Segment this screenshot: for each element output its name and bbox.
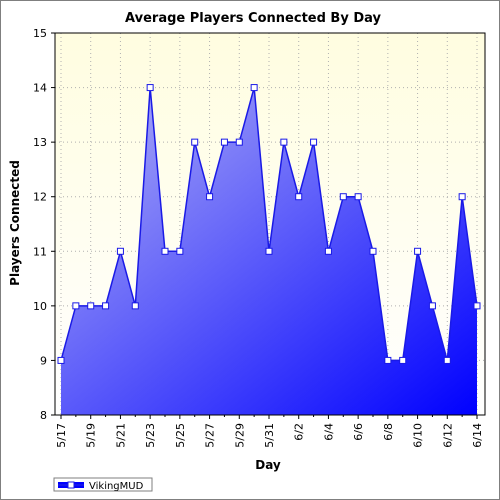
data-point-marker [146, 84, 154, 92]
data-point-marker [235, 138, 243, 146]
data-point-marker [102, 302, 110, 310]
data-point-marker [265, 247, 273, 255]
data-point-marker [295, 193, 303, 201]
data-point-marker [458, 193, 466, 201]
data-point-marker [191, 138, 199, 146]
x-axis: 5/17 5/19 5/21 5/23 5/25 5/27 5/29 5/31 6/2 6/4 6/… [55, 415, 484, 448]
y-tick-label: 8 [40, 409, 47, 422]
data-point-marker [354, 193, 362, 201]
x-axis-label: Day [255, 458, 281, 472]
data-point-marker [220, 138, 228, 146]
data-point-marker [324, 247, 332, 255]
series-markers [57, 84, 481, 364]
data-point-marker [473, 302, 481, 310]
y-tick-label: 13 [33, 136, 47, 149]
data-point-marker [443, 356, 451, 364]
x-tick-label: 6/10 [412, 423, 425, 448]
x-tick-label: 6/4 [322, 423, 335, 441]
y-tick-label: 14 [33, 82, 47, 95]
legend-label-vikingmud: VikingMUD [89, 481, 144, 492]
y-axis-label: Players Connected [8, 160, 22, 286]
x-tick-label: 5/29 [233, 423, 246, 448]
data-point-marker [250, 84, 258, 92]
x-tick-label: 5/23 [144, 423, 157, 448]
data-point-marker [57, 356, 65, 364]
data-point-marker [72, 302, 80, 310]
data-point-marker [280, 138, 288, 146]
y-tick-label: 12 [33, 191, 47, 204]
data-point-marker [310, 138, 318, 146]
x-tick-label: 6/14 [471, 423, 484, 448]
data-point-marker [428, 302, 436, 310]
x-tick-label: 5/31 [263, 423, 276, 448]
x-tick-label: 6/8 [382, 423, 395, 441]
x-tick-label: 6/12 [441, 423, 454, 448]
data-point-marker [131, 302, 139, 310]
data-point-marker [87, 302, 95, 310]
x-tick-label: 6/2 [293, 423, 306, 441]
data-point-marker [116, 247, 124, 255]
data-point-marker [399, 356, 407, 364]
data-point-marker [206, 193, 214, 201]
legend-marker [67, 481, 75, 489]
data-point-marker [369, 247, 377, 255]
x-tick-label: 5/25 [174, 423, 187, 448]
x-tick-label: 5/21 [114, 423, 127, 448]
y-axis: 8 9 10 11 12 13 14 15 [33, 27, 55, 422]
x-tick-label: 5/19 [85, 423, 98, 448]
y-tick-label: 11 [33, 245, 47, 258]
plot-border [54, 32, 486, 416]
y-tick-label: 9 [40, 354, 47, 367]
x-tick-label: 5/17 [55, 423, 68, 448]
y-tick-label: 10 [33, 300, 47, 313]
y-tick-label: 15 [33, 27, 47, 40]
data-point-marker [414, 247, 422, 255]
data-point-marker [384, 356, 392, 364]
chart-title: Average Players Connected By Day [125, 11, 381, 26]
x-tick-label: 5/27 [204, 423, 217, 448]
data-point-marker [339, 193, 347, 201]
legend: VikingMUD [53, 477, 153, 492]
x-tick-label: 6/6 [352, 423, 365, 441]
data-point-marker [161, 247, 169, 255]
data-point-marker [176, 247, 184, 255]
